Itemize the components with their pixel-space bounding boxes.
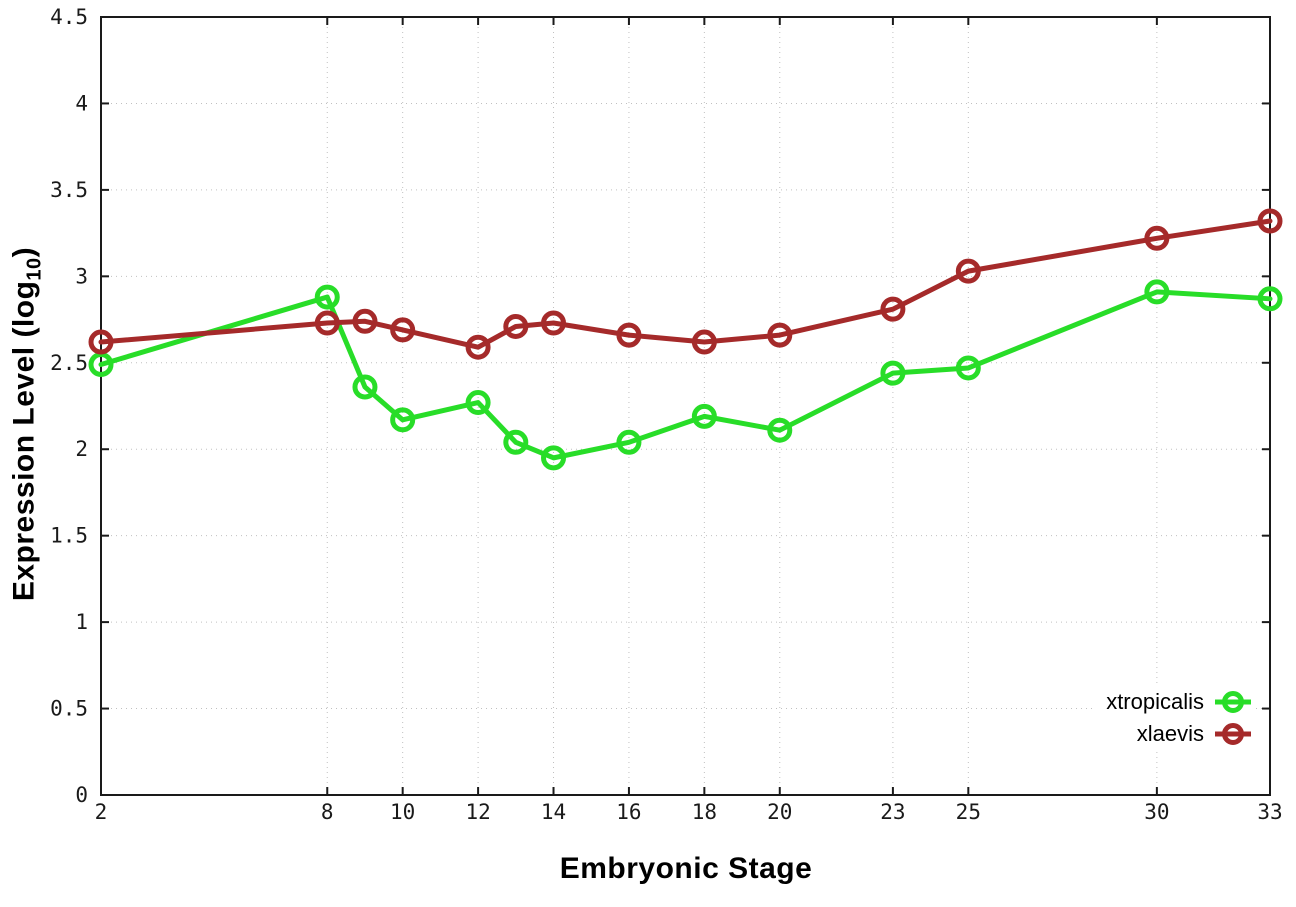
legend-item-xtropicalis: xtropicalis (1106, 686, 1252, 718)
x-tick-label: 20 (767, 800, 792, 824)
y-tick-label: 3.5 (50, 178, 88, 202)
x-tick-label: 33 (1257, 800, 1282, 824)
y-axis-label: Expression Level (log10) (8, 247, 47, 601)
data-point-xtropicalis (314, 284, 340, 310)
x-tick-label: 14 (541, 800, 566, 824)
x-tick-label: 25 (956, 800, 981, 824)
y-tick-label: 0.5 (50, 697, 88, 721)
legend-marker-xlaevis (1215, 723, 1251, 745)
y-axis-label-text: Expression Level (log (7, 280, 41, 602)
legend: xtropicalis xlaevis (1096, 684, 1256, 752)
data-point-xtropicalis (616, 429, 642, 455)
y-tick-label: 4.5 (50, 5, 88, 29)
tick-marks (100, 16, 1271, 796)
data-point-xlaevis (1144, 225, 1170, 251)
x-tick-label: 18 (692, 800, 717, 824)
data-point-xtropicalis (541, 445, 567, 471)
x-tick-label: 16 (616, 800, 641, 824)
legend-marker-xtropicalis (1215, 691, 1251, 713)
data-point-xlaevis (503, 313, 529, 339)
series-line-xtropicalis (98, 289, 1273, 461)
data-point-xtropicalis (691, 403, 717, 429)
data-point-xtropicalis (1257, 286, 1283, 312)
x-tick-label: 23 (880, 800, 905, 824)
legend-label-xtropicalis: xtropicalis (1106, 689, 1204, 714)
x-tick-label: 30 (1144, 800, 1169, 824)
y-tick-label: 3 (75, 264, 88, 288)
data-point-xlaevis (314, 310, 340, 336)
data-point-xtropicalis (955, 355, 981, 381)
tick-labels: 2 8 10 12 14 16 18 20 23 25 30 33 0 0.5 1 1.5 2 2.5 3 3.5 4 4… (50, 5, 1283, 824)
data-point-xlaevis (352, 308, 378, 334)
data-point-xtropicalis (465, 390, 491, 416)
data-point-xlaevis (1257, 208, 1283, 234)
x-tick-label: 10 (390, 800, 415, 824)
legend-label-xlaevis: xlaevis (1136, 721, 1204, 746)
data-point-xtropicalis (767, 417, 793, 443)
y-axis-label-subscript: 10 (23, 257, 46, 281)
data-point-xlaevis (616, 322, 642, 348)
data-point-xtropicalis (390, 407, 416, 433)
gridlines (101, 17, 1270, 795)
y-axis-label-suffix: ) (7, 246, 41, 258)
data-point-xlaevis (541, 310, 567, 336)
data-point-xtropicalis (352, 374, 378, 400)
y-tick-label: 2 (75, 437, 88, 461)
y-tick-label: 4 (75, 91, 88, 115)
series-xlaevis (88, 208, 1283, 360)
y-tick-label: 1 (75, 610, 88, 634)
x-tick-label: 12 (465, 800, 490, 824)
plot-border (100, 16, 1271, 796)
data-point-xlaevis (465, 334, 491, 360)
x-tick-label: 8 (321, 800, 334, 824)
x-axis-label: Embryonic Stage (559, 852, 813, 885)
data-point-xlaevis (767, 322, 793, 348)
y-tick-label: 2.5 (50, 351, 88, 375)
data-point-xlaevis (955, 258, 981, 284)
data-point-xlaevis (88, 329, 114, 355)
series-line-xlaevis (98, 218, 1273, 350)
data-point-xlaevis (390, 317, 416, 343)
y-tick-label: 0 (75, 783, 88, 807)
data-point-xtropicalis (1144, 279, 1170, 305)
data-point-xlaevis (691, 329, 717, 355)
data-point-xtropicalis (880, 360, 906, 386)
series-xtropicalis (88, 279, 1283, 471)
legend-item-xlaevis: xlaevis (1106, 718, 1252, 750)
y-tick-label: 1.5 (50, 524, 88, 548)
data-point-xtropicalis (503, 429, 529, 455)
data-point-xlaevis (880, 296, 906, 322)
x-tick-label: 2 (95, 800, 108, 824)
